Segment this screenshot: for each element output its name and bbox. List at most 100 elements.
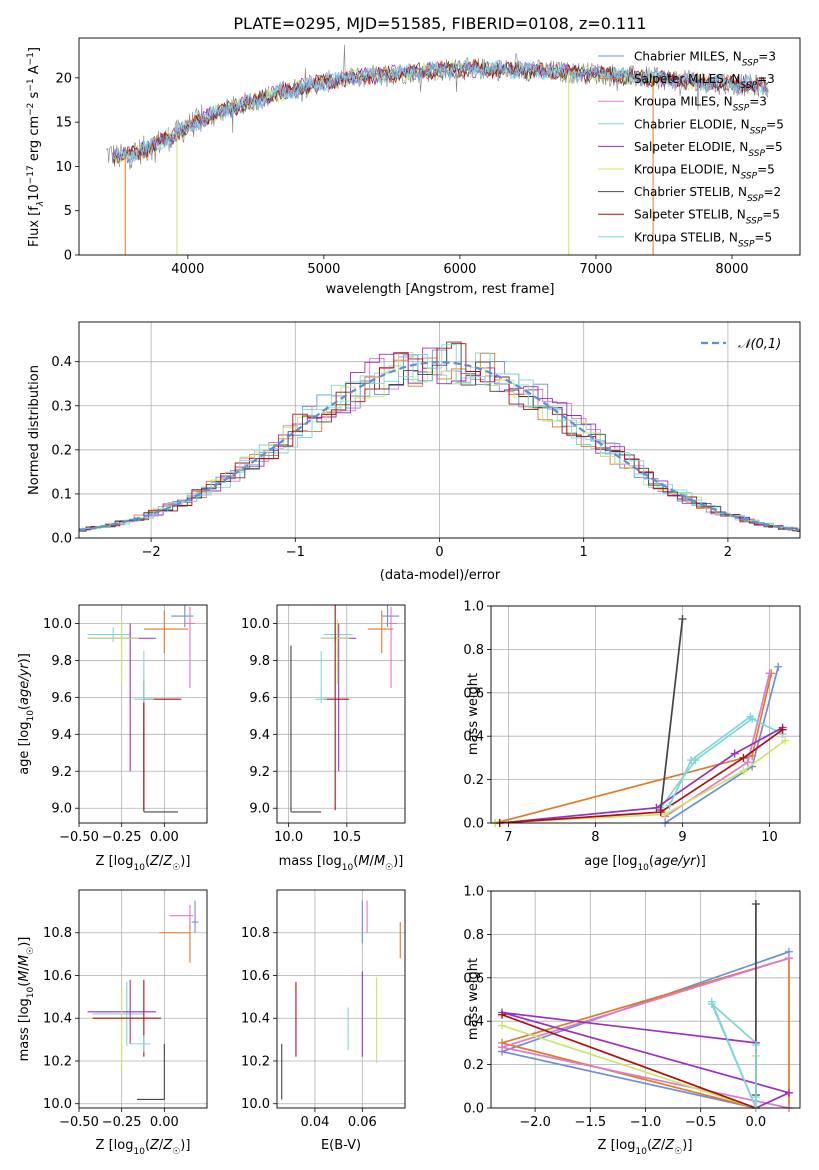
x-tick-label: 10.0 <box>274 830 303 845</box>
axes-frame <box>78 321 801 539</box>
spectrum-model-line <box>112 58 769 165</box>
weight-line <box>498 957 790 1108</box>
legend-label: Kroupa MILES, NSSP=3 <box>634 95 767 114</box>
axes-frame <box>78 37 801 256</box>
legend-label: Chabrier STELIB, NSSP=2 <box>634 185 781 204</box>
residual-histogram <box>79 347 800 532</box>
y-tick-label: 0.0 <box>51 532 72 547</box>
x-tick-label: −2 <box>142 545 161 560</box>
x-tick-label: −0.50 <box>59 1115 99 1130</box>
axes-frame <box>490 605 801 824</box>
x-tick-label: 7000 <box>579 262 612 277</box>
x-tick-label: 0.00 <box>150 830 179 845</box>
weight-marker <box>743 758 752 767</box>
y-tick-label: 10.4 <box>241 1012 270 1027</box>
residual-histogram <box>79 343 800 532</box>
axes-mass-vs-Z <box>75 890 207 1112</box>
weight-line <box>495 739 786 823</box>
y-tick-label: 1.0 <box>463 885 484 900</box>
weight-marker <box>656 808 665 817</box>
legend-label: Chabrier ELODIE, NSSP=5 <box>634 117 784 136</box>
x-tick-label: −0.5 <box>685 1115 717 1130</box>
x-axis-label: Z [log10(Z/Z☉)] <box>96 854 191 873</box>
weight-marker <box>687 756 696 765</box>
weight-marker <box>739 753 748 762</box>
y-tick-label: 9.0 <box>51 802 72 817</box>
weight-marker <box>778 725 787 734</box>
weight-line <box>501 1011 792 1108</box>
y-tick-label: 0.1 <box>51 487 72 502</box>
x-tick-label: 8000 <box>715 262 748 277</box>
weight-line <box>660 717 783 809</box>
axes-frame <box>276 604 406 824</box>
x-tick-label: 0 <box>435 545 443 560</box>
weight-line <box>499 726 784 823</box>
y-tick-label: 1.0 <box>463 600 484 615</box>
y-tick-label: 10.0 <box>241 1097 270 1112</box>
weight-line <box>710 1001 757 1108</box>
spectrum-model-line <box>112 60 769 163</box>
x-tick-label: −1.0 <box>630 1115 662 1130</box>
y-tick-label: 9.2 <box>249 765 270 780</box>
y-tick-label: 9.8 <box>249 654 270 669</box>
weight-marker <box>739 766 748 775</box>
x-tick-label: −2.0 <box>519 1115 551 1130</box>
weight-marker <box>678 615 687 624</box>
y-tick-label: 9.6 <box>249 691 270 706</box>
x-tick-label: −1.5 <box>575 1115 607 1130</box>
y-tick-label: 10.4 <box>43 1012 72 1027</box>
x-axis-label: mass [log10(M/M☉)] <box>279 854 404 873</box>
weight-marker <box>765 669 774 678</box>
weight-marker <box>498 1010 507 1019</box>
y-axis-label: age [log10(age/yr)] <box>17 653 36 775</box>
weight-marker <box>746 712 755 721</box>
weight-marker <box>707 997 716 1006</box>
x-tick-label: 2 <box>724 545 732 560</box>
x-tick-label: 4000 <box>171 262 204 277</box>
x-tick-label: 8 <box>591 830 599 845</box>
figure-title: PLATE=0295, MJD=51585, FIBERID=0108, z=0… <box>233 14 646 33</box>
y-tick-label: 10.8 <box>43 926 72 941</box>
axes-frame <box>490 890 801 1109</box>
y-tick-label: 0.4 <box>463 1015 484 1030</box>
weight-line <box>499 729 784 823</box>
y-tick-label: 5 <box>64 204 72 219</box>
y-tick-label: 9.2 <box>51 765 72 780</box>
weight-marker <box>784 954 793 963</box>
y-tick-label: 9.4 <box>51 728 72 743</box>
y-tick-label: 10.0 <box>241 617 270 632</box>
weight-marker <box>665 801 674 810</box>
weight-line <box>495 673 773 823</box>
y-tick-label: 0.4 <box>463 730 484 745</box>
x-tick-label: 10 <box>761 830 778 845</box>
residual-histogram <box>79 341 800 532</box>
weight-marker <box>661 810 670 819</box>
weight-marker <box>781 736 790 745</box>
legend-label: 𝒩(0,1) <box>738 337 781 352</box>
y-tick-label: 0.6 <box>463 686 484 701</box>
y-tick-label: 20 <box>55 71 72 86</box>
x-tick-label: −0.25 <box>102 1115 142 1130</box>
y-tick-label: 10.6 <box>43 969 72 984</box>
x-tick-label: −0.50 <box>59 830 99 845</box>
y-tick-label: 10.0 <box>43 1097 72 1112</box>
y-tick-label: 10.8 <box>241 926 270 941</box>
y-tick-label: 0.8 <box>463 928 484 943</box>
x-tick-label: 0.06 <box>348 1115 377 1130</box>
x-tick-label: 7 <box>504 830 512 845</box>
y-tick-label: 0.0 <box>463 817 484 832</box>
x-tick-label: 0.0 <box>746 1115 767 1130</box>
axes-frame <box>78 889 208 1109</box>
legend-label: Salpeter ELODIE, NSSP=5 <box>634 140 783 159</box>
legend-label: Kroupa ELODIE, NSSP=5 <box>634 163 775 182</box>
axes-mass-vs-EBV <box>273 890 405 1112</box>
weight-line <box>659 618 684 811</box>
legend-label: Chabrier MILES, NSSP=3 <box>634 50 776 69</box>
weight-marker <box>652 803 661 812</box>
y-tick-label: 9.6 <box>51 691 72 706</box>
y-tick-label: 0.6 <box>463 971 484 986</box>
x-axis-label: wavelength [Angstrom, rest frame] <box>326 282 555 297</box>
gaussian-curve <box>79 360 800 532</box>
y-tick-label: 10.6 <box>241 969 270 984</box>
axes-residuals <box>75 322 800 542</box>
